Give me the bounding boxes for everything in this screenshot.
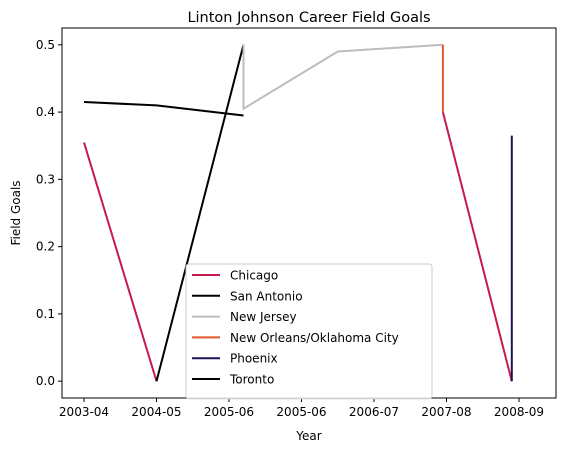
legend-label: Phoenix — [230, 352, 278, 366]
chart-title: Linton Johnson Career Field Goals — [187, 10, 430, 26]
y-axis-label: Field Goals — [9, 180, 23, 245]
legend-label: Toronto — [229, 373, 274, 387]
x-tick-label: 2005-06 — [276, 405, 326, 419]
x-tick-label: 2008-09 — [494, 405, 544, 419]
x-tick-label: 2003-04 — [59, 405, 109, 419]
series-line-new-jersey-3 — [242, 43, 443, 111]
x-tick-label: 2004-05 — [131, 405, 181, 419]
legend-label: San Antonio — [230, 289, 303, 303]
legend-label: Chicago — [230, 269, 278, 283]
y-tick-label: 0.4 — [36, 105, 55, 119]
legend: Chicago San Antonio New Jersey New Orleans/… — [185, 263, 433, 400]
series-line-chicago-0 — [83, 142, 158, 382]
legend-label: New Orleans/Oklahoma City — [230, 331, 399, 345]
y-axis: 0.0 0.1 0.2 0.3 0.4 0.5 — [36, 38, 62, 388]
y-tick-label: 0.5 — [36, 38, 55, 52]
series-line-chicago-1 — [441, 111, 513, 382]
y-tick-label: 0.0 — [36, 374, 55, 388]
x-tick-label: 2006-07 — [349, 405, 399, 419]
y-tick-label: 0.1 — [36, 307, 55, 321]
legend-box — [185, 263, 433, 400]
series-line-toronto-6 — [83, 101, 244, 117]
x-tick-label: 2007-08 — [421, 405, 471, 419]
series-line-san-antonio-2 — [155, 44, 245, 382]
y-tick-label: 0.3 — [36, 172, 55, 186]
y-tick-label: 0.2 — [36, 240, 55, 254]
x-axis-label: Year — [295, 429, 321, 443]
plot-area — [83, 43, 513, 382]
legend-label: New Jersey — [230, 310, 297, 324]
x-tick-label: 2005-06 — [204, 405, 254, 419]
x-axis: 2003-04 2004-05 2005-06 2005-06 2006-07 2007-… — [59, 398, 544, 419]
